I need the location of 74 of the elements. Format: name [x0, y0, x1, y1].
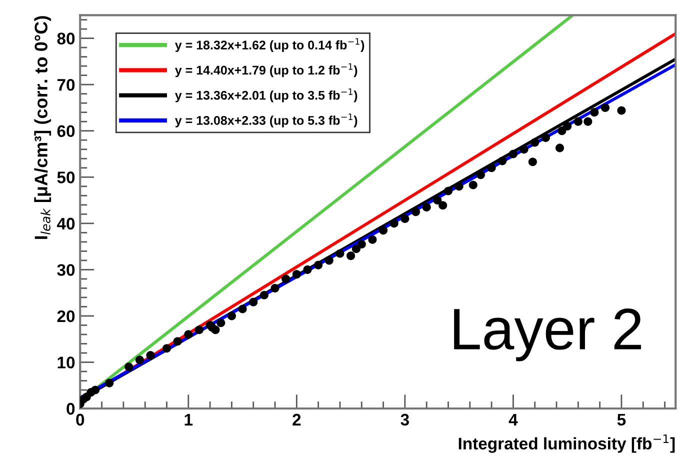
y-tick-label: 20 [57, 310, 75, 322]
y-tick-label: 30 [57, 264, 75, 276]
legend-label: y = 13.08x+2.33 (up to 5.3 fb$^{−1}$) [174, 114, 358, 128]
point [357, 240, 366, 249]
y-tick-label: 10 [58, 356, 75, 368]
point [590, 108, 599, 117]
point [433, 196, 442, 205]
point [541, 134, 550, 142]
point [324, 256, 334, 265]
point [520, 145, 528, 154]
x-tick-label: 1 [184, 414, 193, 426]
point [422, 202, 431, 212]
point [390, 219, 398, 228]
point [444, 186, 453, 196]
point [124, 362, 134, 372]
legend-label: y = 13.36x+2.01 (up to 3.5 fb$^{−1}$) [174, 88, 358, 102]
point [211, 326, 220, 334]
legend-label: y = 14.40x+1.79 (up to 1.2 fb$^{−1}$) [174, 63, 358, 78]
point [468, 180, 478, 190]
point [303, 265, 312, 274]
point [162, 344, 172, 353]
point [216, 318, 226, 328]
point [584, 117, 592, 126]
point [530, 138, 540, 147]
point [411, 208, 420, 216]
x-tick-label: 0 [76, 414, 84, 426]
point [282, 274, 290, 284]
x-tick-label: 2 [292, 414, 301, 426]
point [563, 122, 572, 130]
point [600, 103, 610, 112]
point [438, 201, 448, 210]
point [346, 252, 356, 260]
legend-label: y = 18.32x+1.62 (up to 0.14 fb$^{−1}$) [174, 38, 364, 52]
y-tick-label: 70 [57, 78, 75, 91]
point [238, 304, 247, 314]
x-tick-label: 4 [508, 414, 518, 426]
y-tick-label: 50 [57, 172, 75, 184]
x-axis-title: Integrated luminosity [fb$^{−1}$] [458, 434, 675, 453]
x-tick-label: 5 [617, 414, 626, 426]
x-tick-label: 3 [400, 414, 409, 426]
point [249, 298, 258, 306]
point [378, 226, 388, 235]
point [270, 284, 280, 292]
y-tick-label: 0 [66, 402, 75, 415]
y-tick-label: 80 [57, 32, 75, 44]
y-axis-title: I$_{leak}$ [μA/cm³] (corr. to 0°C) [34, 16, 52, 239]
point [105, 378, 114, 388]
point [91, 386, 100, 394]
point [292, 270, 301, 279]
point [498, 156, 507, 166]
point [352, 244, 360, 254]
point [508, 150, 518, 158]
point [184, 330, 193, 339]
point [400, 214, 410, 224]
y-tick-label: 40 [56, 218, 75, 230]
point [574, 117, 582, 126]
point [555, 144, 564, 152]
point [487, 164, 496, 172]
point [454, 182, 464, 191]
point [476, 170, 485, 180]
point [314, 260, 323, 270]
annotation: Layer 2 [454, 308, 641, 362]
point [146, 351, 155, 360]
point [260, 290, 268, 300]
point [368, 235, 377, 244]
y-tick-label: 60 [57, 125, 75, 138]
point [336, 249, 344, 258]
point [173, 337, 182, 346]
point [135, 356, 144, 364]
point [617, 106, 626, 115]
point [558, 126, 566, 136]
point [528, 158, 537, 166]
point [194, 326, 204, 334]
point [227, 312, 236, 320]
